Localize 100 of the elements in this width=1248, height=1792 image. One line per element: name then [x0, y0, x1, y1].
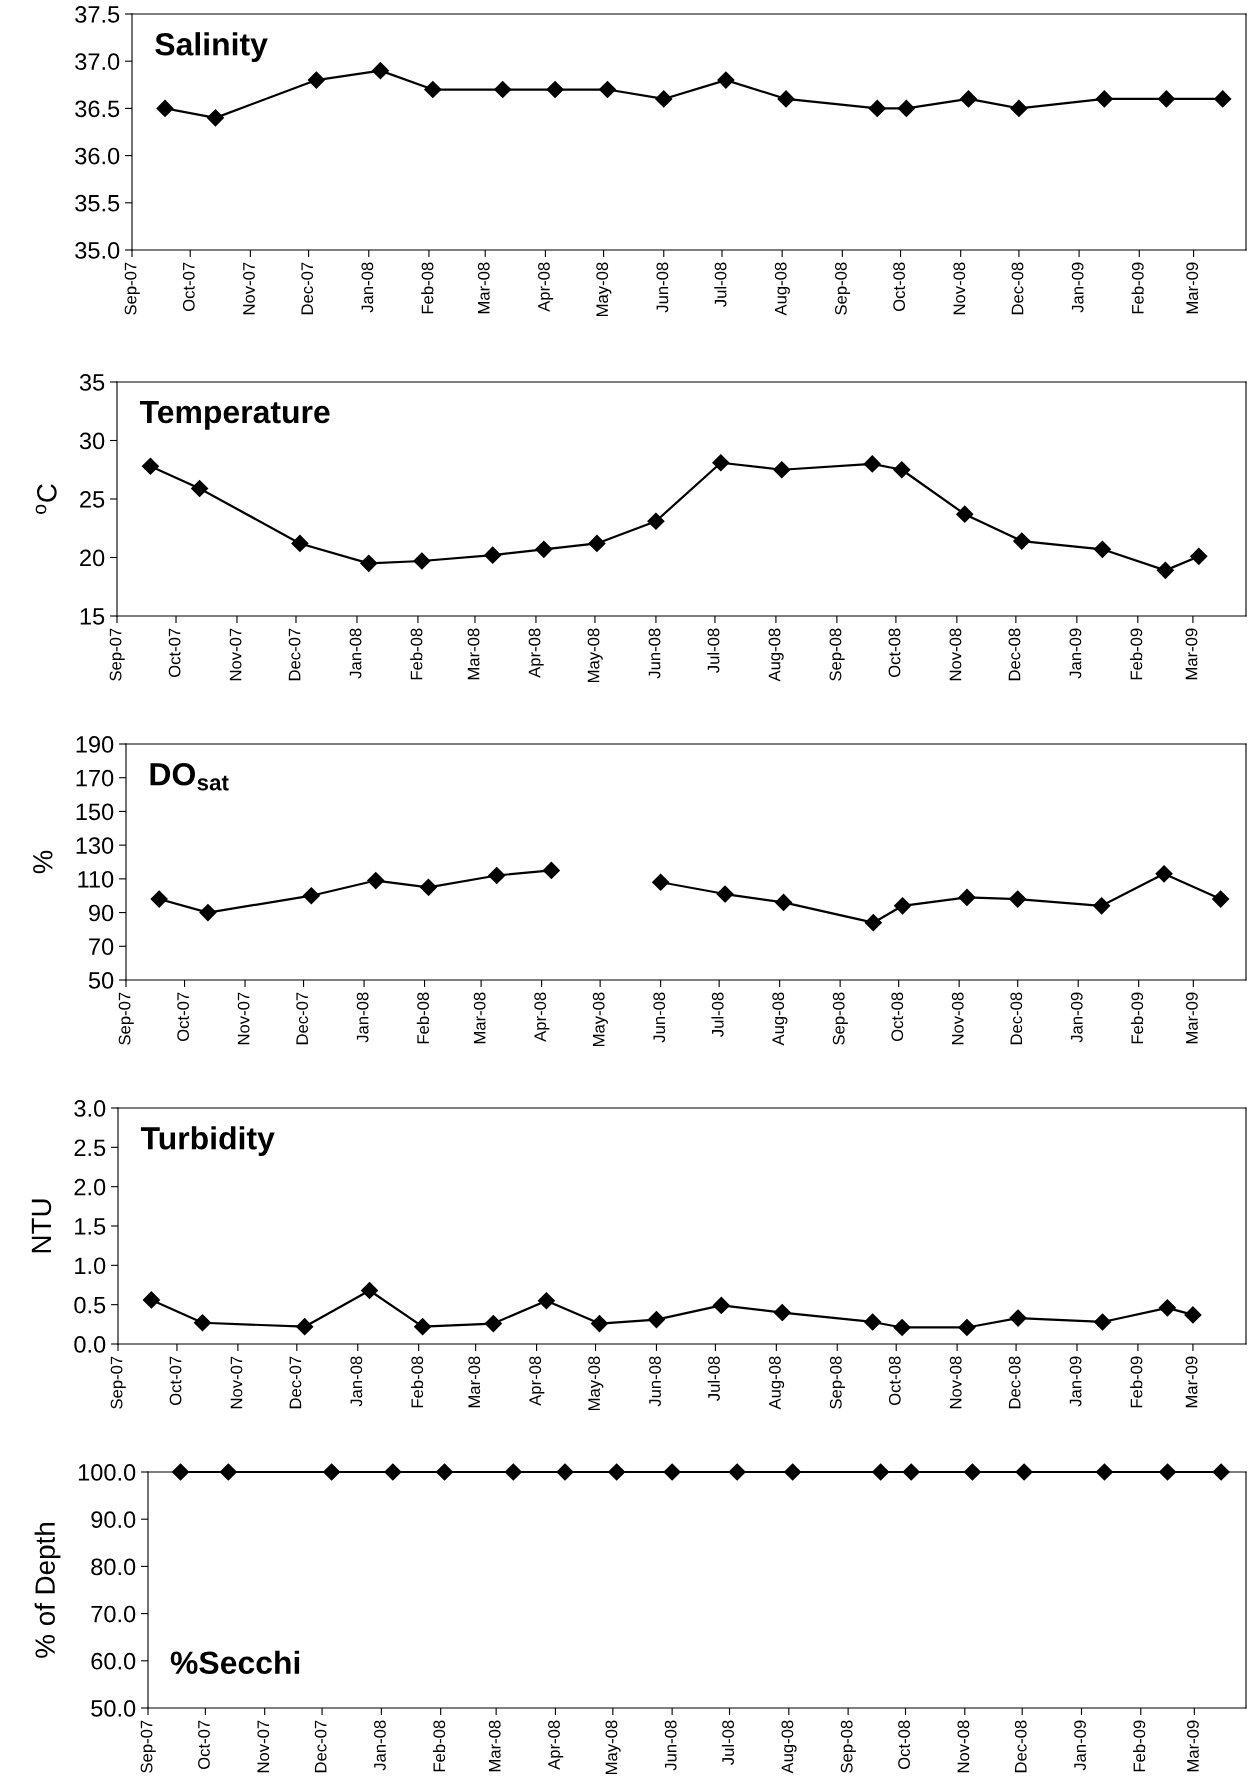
x-tick-label: Mar-08: [468, 1356, 481, 1408]
point: [494, 80, 512, 99]
point: [424, 80, 442, 99]
y-tick-label: 30: [79, 432, 105, 450]
x-tick-label: May-08: [596, 262, 612, 317]
x-tick-label: Nov-08: [951, 992, 964, 1045]
x-tick-label: Feb-09: [1130, 1356, 1143, 1408]
x-tick-label: Mar-08: [467, 628, 480, 680]
text: DO$_{sat}$: [150, 762, 229, 791]
x-tick-label: Aug-08: [772, 992, 788, 1046]
point: [773, 461, 791, 479]
x-tick-label: Mar-09: [1187, 1720, 1199, 1772]
text: %Secchi: [170, 1650, 300, 1675]
point: [367, 871, 385, 890]
x-tick-label: Mar-09: [1185, 628, 1198, 680]
point: [1093, 540, 1111, 558]
text: Turbidity: [140, 1126, 275, 1156]
point: [773, 1303, 791, 1322]
point: [716, 885, 734, 903]
y-tick-label: 80.0: [91, 1558, 136, 1576]
x-tick-label: Oct-07: [177, 992, 190, 1042]
point: [360, 554, 378, 572]
text: Temperature: [139, 401, 330, 430]
x-tick-label: Jun-08: [653, 992, 666, 1043]
x-tick-label: Sep-08: [834, 262, 851, 315]
x-tick-label: Feb-09: [1133, 1720, 1146, 1772]
point: [156, 99, 174, 117]
x-tick-label: May-08: [587, 628, 603, 683]
x-tick-label: Apr-08: [538, 262, 554, 312]
point: [1009, 890, 1027, 908]
x-tick-label: Jul-08: [707, 1356, 720, 1401]
point: [1158, 1299, 1176, 1317]
x-tick-label: Oct-08: [888, 628, 901, 678]
y-tick-label: 70.0: [91, 1605, 136, 1623]
point: [893, 461, 911, 479]
text: Salinity: [155, 32, 268, 62]
point: [537, 1292, 555, 1310]
x-tick-label: Oct-08: [893, 262, 906, 312]
y-tick-label: 3.0: [74, 1100, 106, 1117]
x-tick-label: Feb-08: [432, 1720, 446, 1772]
x-tick-label: Dec-08: [1008, 628, 1021, 681]
point: [655, 90, 673, 108]
x-tick-label: Feb-09: [1131, 262, 1144, 314]
x-tick-label: Jan-08: [350, 1356, 363, 1407]
y-tick-label: 170: [76, 769, 114, 787]
x-tick-label: Sep-08: [840, 1720, 856, 1773]
point: [206, 109, 225, 127]
point: [894, 897, 912, 915]
point: [1093, 897, 1111, 915]
point: [864, 914, 882, 932]
x-tick-label: May-08: [588, 1356, 604, 1411]
point: [897, 99, 915, 117]
point: [1010, 99, 1028, 117]
y-tick-label: 36.5: [75, 100, 120, 118]
point: [893, 1318, 911, 1337]
point: [777, 90, 795, 108]
point: [307, 71, 325, 89]
x-tick-label: Nov-08: [949, 628, 962, 681]
x-tick-label: Feb-08: [410, 628, 423, 680]
x-tick-label: Sep-07: [140, 1720, 156, 1773]
y-tick-label: 70: [89, 938, 114, 956]
x-tick-label: Jun-08: [649, 1356, 661, 1407]
x-tick-label: Jan-08: [356, 992, 369, 1043]
point: [647, 1311, 666, 1329]
y-tick-label: 1.5: [75, 1218, 106, 1235]
point: [1013, 532, 1031, 550]
x-tick-label: Jan-09: [1071, 262, 1084, 313]
point: [199, 904, 217, 922]
y-tick-label: 90: [89, 904, 114, 922]
point: [590, 1314, 609, 1333]
y-tick-label: 90.0: [91, 1511, 136, 1528]
y-tick-label: 20: [80, 549, 105, 567]
y-axis-title: NTU: [31, 1199, 52, 1253]
x-tick-label: Sep-07: [109, 628, 125, 681]
x-tick-label: Jan-09: [1070, 992, 1083, 1043]
y-tick-label: 50: [88, 972, 114, 989]
x-tick-label: Feb-08: [421, 262, 434, 314]
point: [1095, 90, 1113, 108]
point: [647, 512, 665, 530]
point: [1157, 90, 1175, 108]
x-tick-label: Sep-07: [110, 1356, 126, 1409]
x-tick-label: Jan-09: [1069, 1356, 1082, 1407]
point: [1212, 890, 1230, 908]
x-tick-label: Dec-07: [288, 628, 301, 681]
x-tick-label: Jul-08: [714, 262, 727, 307]
y-axis-title: %: [33, 850, 53, 874]
point: [302, 887, 320, 905]
x-tick-label: Apr-08: [528, 628, 544, 678]
x-tick-label: Jan-08: [361, 262, 374, 313]
x-tick-label: Dec-08: [1010, 992, 1023, 1045]
x-tick-label: Aug-08: [769, 1356, 785, 1410]
point: [414, 1318, 432, 1336]
point: [717, 71, 735, 89]
y-tick-label: 35.0: [75, 242, 120, 259]
point: [150, 890, 168, 908]
point: [1093, 1313, 1112, 1331]
x-tick-label: Mar-09: [1186, 262, 1199, 314]
point: [191, 479, 209, 498]
point: [958, 1318, 976, 1337]
x-tick-label: Jul-08: [721, 1720, 734, 1765]
